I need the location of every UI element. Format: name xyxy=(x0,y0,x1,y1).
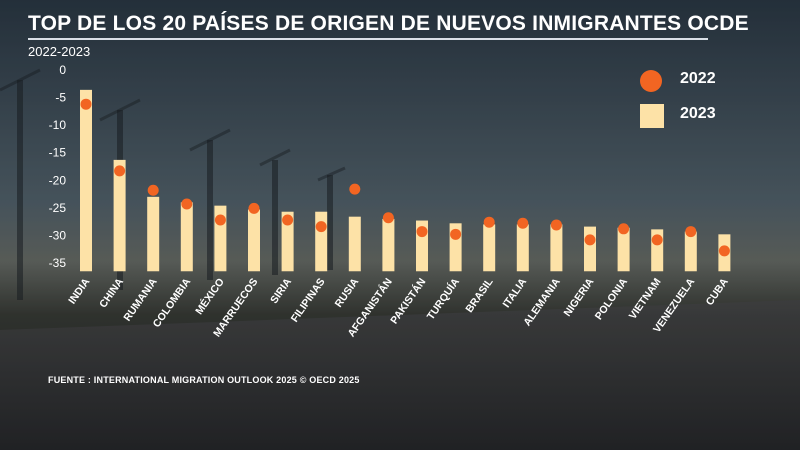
dot-2022 xyxy=(315,221,327,233)
bar-2023 xyxy=(617,227,630,272)
x-category-label: ITALIA xyxy=(500,276,529,310)
dot-2022 xyxy=(584,234,596,246)
dot-2022 xyxy=(618,223,630,235)
x-category-label: RUSIA xyxy=(333,276,362,310)
bar-2023 xyxy=(180,202,193,272)
x-category-label: CUBA xyxy=(704,276,731,308)
legend-2023-marker xyxy=(640,104,664,128)
dot-2022 xyxy=(685,226,697,238)
bar-2023 xyxy=(281,211,294,272)
y-tick-label: -15 xyxy=(49,146,67,160)
dot-2022 xyxy=(483,216,495,228)
bar-2023 xyxy=(584,226,596,272)
bar-2023 xyxy=(684,231,697,272)
x-category-label: NIGERIA xyxy=(562,276,597,319)
x-category-label: BRASIL xyxy=(463,276,496,315)
dot-2022 xyxy=(181,198,193,210)
bar-2023 xyxy=(248,209,260,272)
bar-2023 xyxy=(516,224,529,272)
bar-2023 xyxy=(315,211,328,272)
dot-2022 xyxy=(550,219,562,231)
bar-2023 xyxy=(113,159,126,272)
dot-2022 xyxy=(382,212,394,224)
y-tick-label: -10 xyxy=(49,118,67,132)
y-tick-label: -35 xyxy=(49,256,67,270)
bar-2023 xyxy=(80,89,92,272)
bar-2023 xyxy=(348,216,361,272)
y-tick-label: -25 xyxy=(49,201,67,215)
y-tick-label: -5 xyxy=(55,91,66,105)
x-category-label: FILIPINAS xyxy=(289,276,328,324)
source-note: FUENTE : INTERNATIONAL MIGRATION OUTLOOK… xyxy=(48,375,360,385)
y-tick-label: -20 xyxy=(49,173,67,187)
legend-2022-marker xyxy=(640,70,662,92)
chart-subtitle: 2022-2023 xyxy=(28,44,91,59)
dot-2022 xyxy=(214,214,226,226)
x-category-label: POLONIA xyxy=(593,276,631,322)
x-category-label: INDIA xyxy=(66,276,92,307)
legend-2022: 2022 xyxy=(640,66,780,96)
chart-title: TOP DE LOS 20 PAÍSES DE ORIGEN DE NUEVOS… xyxy=(28,12,749,35)
dot-2022 xyxy=(517,217,529,229)
dot-2022 xyxy=(718,245,730,257)
legend-2022-label: 2022 xyxy=(680,70,716,87)
dot-2022 xyxy=(282,214,294,226)
x-category-label: VIETNAM xyxy=(627,276,664,322)
legend-2023-label: 2023 xyxy=(680,105,716,122)
bar-2023 xyxy=(147,196,160,272)
x-category-label: MÉXICO xyxy=(192,276,226,317)
x-category-label: CHINA xyxy=(97,276,126,310)
dot-2022 xyxy=(450,228,462,240)
bar-2023 xyxy=(382,218,395,272)
y-tick-label: -30 xyxy=(49,228,67,242)
dot-2022 xyxy=(114,165,126,177)
dot-2022 xyxy=(416,226,428,238)
dot-2022 xyxy=(80,98,92,110)
x-category-label: TURQUÍA xyxy=(424,275,462,322)
dot-2022 xyxy=(651,234,663,246)
bar-2023 xyxy=(483,224,496,272)
title-underline xyxy=(28,38,708,40)
dot-2022 xyxy=(147,184,159,196)
dot-2022 xyxy=(248,202,260,214)
bar-2023 xyxy=(550,224,563,272)
y-tick-label: 0 xyxy=(59,63,66,77)
legend-2023: 2023 xyxy=(640,101,780,131)
dot-2022 xyxy=(349,183,361,195)
x-category-label: SIRIA xyxy=(268,276,294,306)
